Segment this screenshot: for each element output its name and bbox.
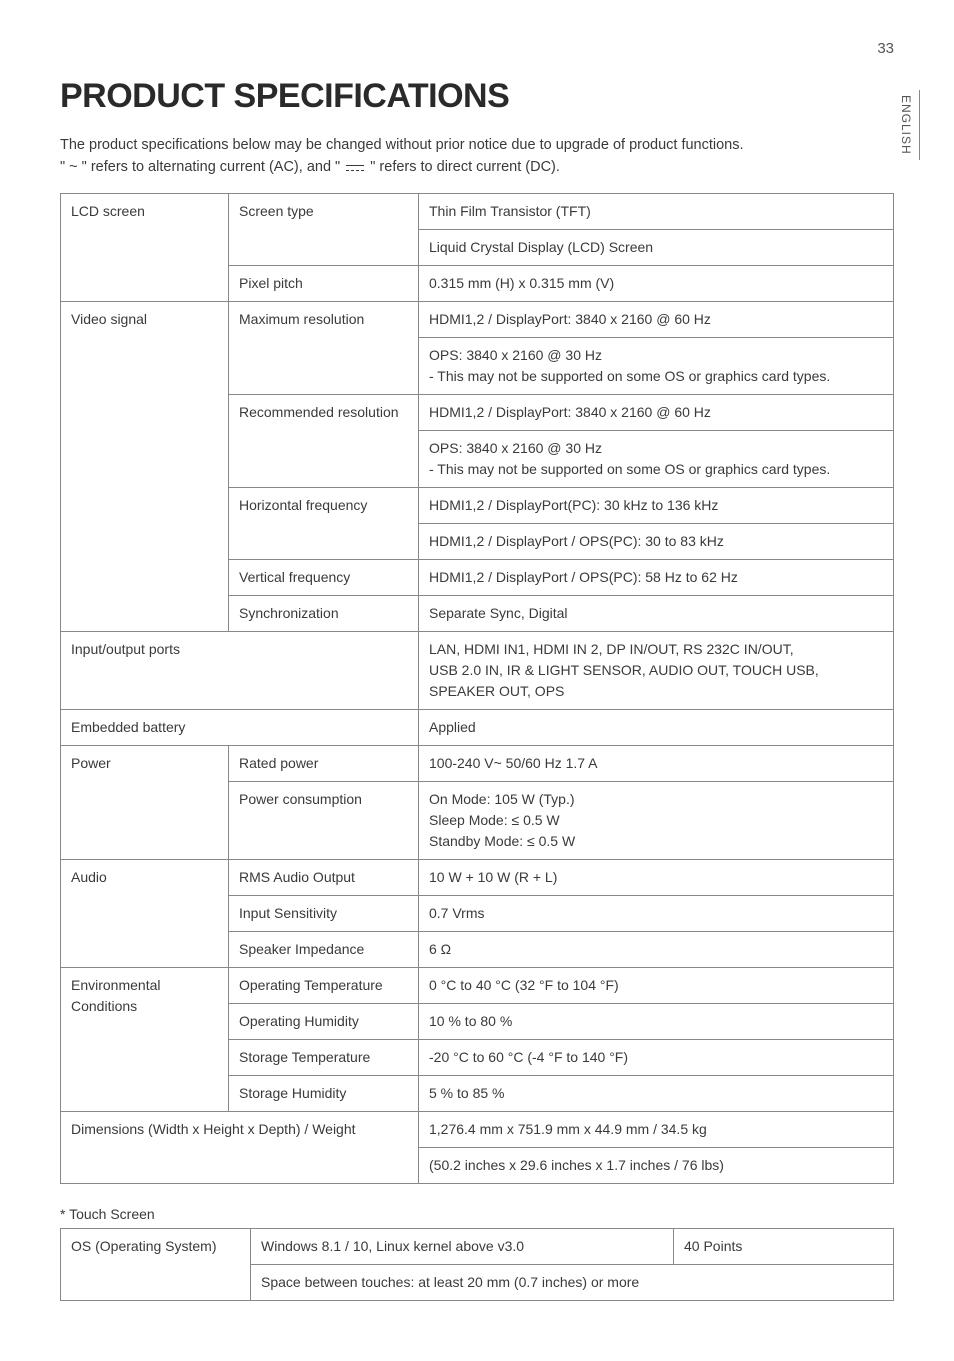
sub-cell: Power consumption bbox=[229, 781, 419, 859]
value-cell: HDMI1,2 / DisplayPort: 3840 x 2160 @ 60 … bbox=[419, 394, 894, 430]
value-cell: 0.315 mm (H) x 0.315 mm (V) bbox=[419, 265, 894, 301]
category-cell: LCD screen bbox=[61, 193, 229, 301]
value-cell: HDMI1,2 / DisplayPort / OPS(PC): 30 to 8… bbox=[419, 523, 894, 559]
value-cell: 100-240 V~ 50/60 Hz 1.7 A bbox=[419, 745, 894, 781]
category-cell: OS (Operating System) bbox=[61, 1228, 251, 1300]
value-cell: 40 Points bbox=[674, 1228, 894, 1264]
category-cell: Power bbox=[61, 745, 229, 859]
sub-cell: Operating Humidity bbox=[229, 1003, 419, 1039]
table-row: LCD screen Screen type Thin Film Transis… bbox=[61, 193, 894, 229]
sub-cell: Recommended resolution bbox=[229, 394, 419, 487]
intro-line-1: The product specifications below may be … bbox=[60, 137, 744, 153]
sub-cell: Rated power bbox=[229, 745, 419, 781]
value-cell: 0 °C to 40 °C (32 °F to 104 °F) bbox=[419, 967, 894, 1003]
value-cell: 6 Ω bbox=[419, 931, 894, 967]
table-row: Embedded battery Applied bbox=[61, 709, 894, 745]
value-cell: Windows 8.1 / 10, Linux kernel above v3.… bbox=[251, 1228, 674, 1264]
intro-line-2b: " refers to direct current (DC). bbox=[366, 159, 560, 175]
table-row: Environmental Conditions Operating Tempe… bbox=[61, 967, 894, 1003]
touch-screen-heading: * Touch Screen bbox=[60, 1206, 894, 1222]
sub-cell: RMS Audio Output bbox=[229, 859, 419, 895]
value-cell: Liquid Crystal Display (LCD) Screen bbox=[419, 229, 894, 265]
value-cell: (50.2 inches x 29.6 inches x 1.7 inches … bbox=[419, 1147, 894, 1183]
table-row: OS (Operating System) Windows 8.1 / 10, … bbox=[61, 1228, 894, 1264]
value-cell: 0.7 Vrms bbox=[419, 895, 894, 931]
sub-cell: Storage Temperature bbox=[229, 1039, 419, 1075]
sub-cell: Input Sensitivity bbox=[229, 895, 419, 931]
dc-current-icon bbox=[346, 163, 364, 173]
category-cell: Audio bbox=[61, 859, 229, 967]
table-row: Input/output ports LAN, HDMI IN1, HDMI I… bbox=[61, 631, 894, 709]
category-cell: Embedded battery bbox=[61, 709, 419, 745]
value-cell: 10 % to 80 % bbox=[419, 1003, 894, 1039]
sub-cell: Vertical frequency bbox=[229, 559, 419, 595]
sub-cell: Screen type bbox=[229, 193, 419, 265]
table-row: Audio RMS Audio Output 10 W + 10 W (R + … bbox=[61, 859, 894, 895]
value-cell: -20 °C to 60 °C (-4 °F to 140 °F) bbox=[419, 1039, 894, 1075]
value-cell: OPS: 3840 x 2160 @ 30 Hz - This may not … bbox=[419, 430, 894, 487]
touch-screen-table: OS (Operating System) Windows 8.1 / 10, … bbox=[60, 1228, 894, 1301]
intro-text: The product specifications below may be … bbox=[60, 134, 894, 179]
category-cell: Input/output ports bbox=[61, 631, 419, 709]
sub-cell: Synchronization bbox=[229, 595, 419, 631]
value-cell: Thin Film Transistor (TFT) bbox=[419, 193, 894, 229]
value-cell: HDMI1,2 / DisplayPort / OPS(PC): 58 Hz t… bbox=[419, 559, 894, 595]
sub-cell: Pixel pitch bbox=[229, 265, 419, 301]
category-cell: Dimensions (Width x Height x Depth) / We… bbox=[61, 1111, 419, 1183]
value-cell: Space between touches: at least 20 mm (0… bbox=[251, 1264, 894, 1300]
value-cell: LAN, HDMI IN1, HDMI IN 2, DP IN/OUT, RS … bbox=[419, 631, 894, 709]
sub-cell: Horizontal frequency bbox=[229, 487, 419, 559]
sub-cell: Operating Temperature bbox=[229, 967, 419, 1003]
table-row: Video signal Maximum resolution HDMI1,2 … bbox=[61, 301, 894, 337]
category-cell: Environmental Conditions bbox=[61, 967, 229, 1111]
page-number: 33 bbox=[60, 40, 894, 57]
value-cell: HDMI1,2 / DisplayPort(PC): 30 kHz to 136… bbox=[419, 487, 894, 523]
category-cell: Video signal bbox=[61, 301, 229, 631]
sub-cell: Storage Humidity bbox=[229, 1075, 419, 1111]
sub-cell: Maximum resolution bbox=[229, 301, 419, 394]
value-cell: 1,276.4 mm x 751.9 mm x 44.9 mm / 34.5 k… bbox=[419, 1111, 894, 1147]
value-cell: 10 W + 10 W (R + L) bbox=[419, 859, 894, 895]
value-cell: On Mode: 105 W (Typ.) Sleep Mode: ≤ 0.5 … bbox=[419, 781, 894, 859]
language-tab: ENGLISH bbox=[899, 90, 920, 160]
intro-line-2a: " ~ " refers to alternating current (AC)… bbox=[60, 159, 344, 175]
table-row: Dimensions (Width x Height x Depth) / We… bbox=[61, 1111, 894, 1147]
value-cell: HDMI1,2 / DisplayPort: 3840 x 2160 @ 60 … bbox=[419, 301, 894, 337]
specifications-table: LCD screen Screen type Thin Film Transis… bbox=[60, 193, 894, 1184]
value-cell: OPS: 3840 x 2160 @ 30 Hz - This may not … bbox=[419, 337, 894, 394]
table-row: Power Rated power 100-240 V~ 50/60 Hz 1.… bbox=[61, 745, 894, 781]
value-cell: 5 % to 85 % bbox=[419, 1075, 894, 1111]
sub-cell: Speaker Impedance bbox=[229, 931, 419, 967]
value-cell: Separate Sync, Digital bbox=[419, 595, 894, 631]
page-title: PRODUCT SPECIFICATIONS bbox=[60, 77, 894, 116]
value-cell: Applied bbox=[419, 709, 894, 745]
